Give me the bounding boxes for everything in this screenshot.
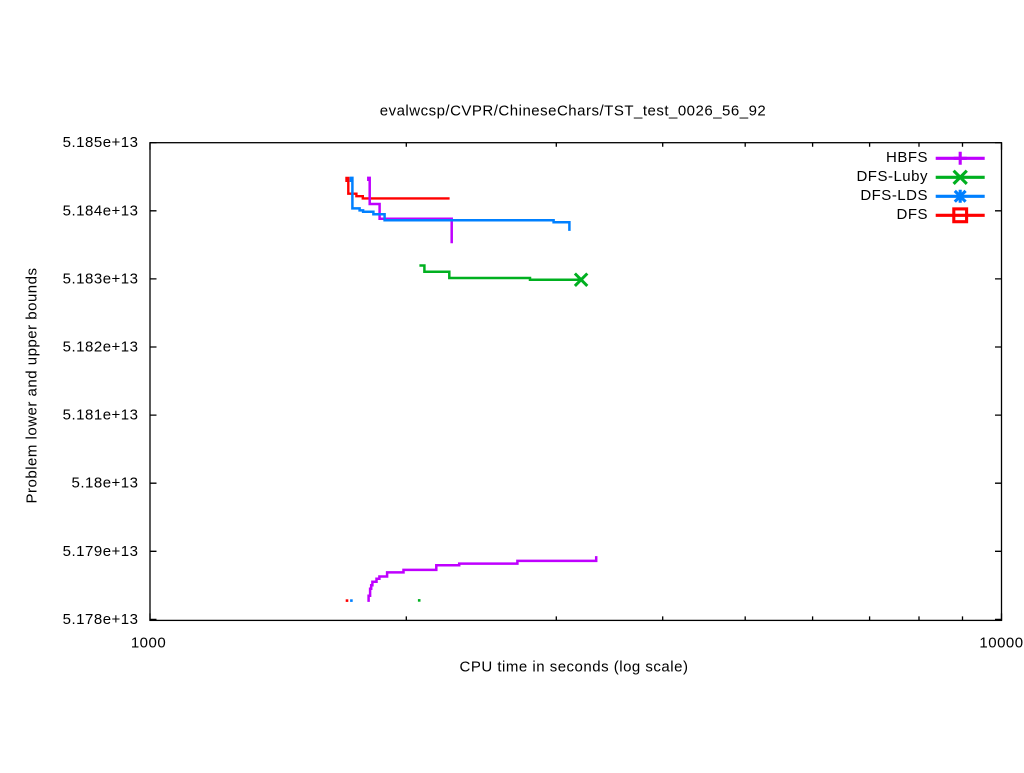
svg-text:5.18e+13: 5.18e+13 — [72, 475, 139, 492]
svg-text:5.181e+13: 5.181e+13 — [63, 407, 139, 424]
svg-text:5.185e+13: 5.185e+13 — [63, 134, 139, 151]
svg-text:10000: 10000 — [979, 635, 1023, 652]
svg-text:HBFS: HBFS — [886, 149, 928, 166]
svg-text:5.178e+13: 5.178e+13 — [63, 611, 139, 628]
svg-text:evalwcsp/CVPR/ChineseChars/TST: evalwcsp/CVPR/ChineseChars/TST_test_0026… — [380, 103, 767, 120]
svg-text:DFS-Luby: DFS-Luby — [856, 168, 928, 185]
svg-text:1000: 1000 — [131, 635, 166, 652]
svg-text:5.179e+13: 5.179e+13 — [63, 543, 139, 560]
svg-text:5.183e+13: 5.183e+13 — [63, 270, 139, 287]
svg-text:DFS: DFS — [897, 206, 929, 223]
svg-text:CPU time in seconds (log scale: CPU time in seconds (log scale) — [460, 659, 689, 676]
svg-text:Problem lower and upper bounds: Problem lower and upper bounds — [24, 268, 41, 504]
svg-text:5.182e+13: 5.182e+13 — [63, 339, 139, 356]
svg-text:DFS-LDS: DFS-LDS — [860, 187, 928, 204]
svg-text:5.184e+13: 5.184e+13 — [63, 202, 139, 219]
